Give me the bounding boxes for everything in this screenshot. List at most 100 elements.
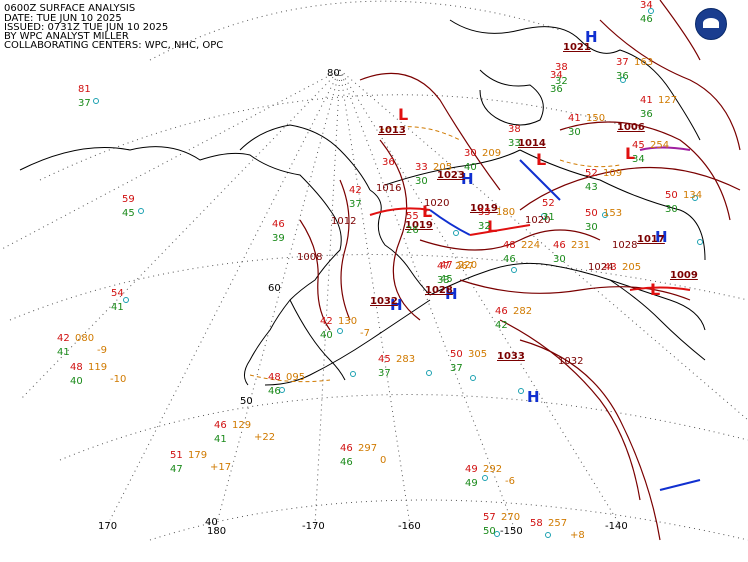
high-center-value: 1032 — [370, 296, 398, 307]
lat-50-circle — [59, 394, 748, 461]
dewpoint-value: 41 — [214, 434, 227, 445]
pressure-tendency: -10 — [110, 374, 127, 385]
dewpoint-value: 45 — [122, 208, 135, 219]
low-center-value: 1006 — [617, 122, 645, 133]
pressure-value: 109 — [603, 168, 623, 179]
lon-170 — [109, 69, 341, 521]
high-center-symbol: H — [461, 170, 474, 188]
station-marker — [692, 195, 698, 201]
temperature-value: 46 — [553, 240, 566, 251]
trough-3 — [249, 374, 331, 383]
dewpoint-value: 32 — [555, 76, 568, 87]
isobar-label: 1020 — [424, 198, 450, 209]
pressure-value: 305 — [468, 349, 488, 360]
dewpoint-value: 39 — [272, 233, 285, 244]
lon-170-label: 170 — [98, 521, 118, 532]
temperature-value: 50 — [450, 349, 463, 360]
dewpoint-value: 46 — [640, 14, 653, 25]
pressure-value: 283 — [396, 354, 416, 365]
station-marker — [511, 267, 517, 273]
pressure-value: 205 — [622, 262, 642, 273]
dewpoint-value: 30 — [553, 254, 566, 265]
pressure-tendency: -9 — [97, 345, 107, 356]
dewpoint-value: 37 — [450, 363, 463, 374]
high-center-symbol: H — [390, 296, 403, 314]
dewpoint-value: 30 — [415, 176, 428, 187]
temperature-value: 45 — [378, 354, 391, 365]
pressure-value: 129 — [232, 420, 252, 431]
temperature-value: 33 — [415, 162, 428, 173]
temperature-value: 46 — [214, 420, 227, 431]
dewpoint-value: 37 — [78, 98, 91, 109]
temperature-value: 59 — [122, 194, 135, 205]
dewpoint-value: 41 — [57, 347, 70, 358]
temperature-value: 46 — [340, 443, 353, 454]
lat-70-circle — [39, 94, 641, 181]
high-center-symbol: H — [445, 285, 458, 303]
dewpoint-value: 46 — [503, 254, 516, 265]
pressure-value: 282 — [513, 306, 533, 317]
pressure-tendency: +17 — [210, 462, 232, 473]
pressure-tendency: +22 — [254, 432, 276, 443]
header-line-3: ISSUED: 0731Z TUE JUN 10 2025 — [4, 22, 169, 33]
pressure-value: 231 — [571, 240, 591, 251]
isobar-arc-3 — [599, 19, 741, 151]
dewpoint-value: 50 — [483, 526, 496, 537]
isobar-label: 1028 — [612, 240, 638, 251]
pressure-tendency: +8 — [570, 530, 585, 541]
fronts — [369, 146, 701, 491]
isobar-1008 — [299, 219, 331, 331]
low-center-value: 1013 — [378, 125, 406, 136]
dewpoint-value: 41 — [111, 302, 124, 313]
dewpoint-value: 36 — [550, 84, 563, 95]
temperature-value: 50 — [585, 208, 598, 219]
pressure-tendency: -6 — [505, 476, 515, 487]
isobar-1012 — [339, 179, 351, 321]
pressure-value: 180 — [496, 207, 516, 218]
isobar-label: 1016 — [376, 183, 402, 194]
temperature-value: 38 — [555, 62, 568, 73]
lat-60-label: 60 — [268, 283, 281, 294]
pressure-value: 270 — [501, 512, 521, 523]
high-center-value: 1021 — [563, 42, 591, 53]
lat-80-circle — [149, 0, 561, 61]
temperature-value: 52 — [585, 168, 598, 179]
lon-m140-label: -140 — [605, 521, 628, 532]
station-markers — [93, 8, 703, 538]
temperature-value: 46 — [495, 306, 508, 317]
high-center-symbol: H — [527, 388, 540, 406]
pressure-value: 267 — [455, 261, 475, 272]
temperature-value: 42 — [349, 185, 362, 196]
trough-2 — [559, 159, 621, 168]
temperature-value: 30 — [464, 148, 477, 159]
high-center-value: 1028 — [425, 285, 453, 296]
pressure-value: 297 — [358, 443, 378, 454]
station-marker — [453, 230, 459, 236]
dewpoint-value: 42 — [495, 320, 508, 331]
temperature-value: 48 — [503, 240, 516, 251]
temperature-value: 48 — [268, 372, 281, 383]
temperature-value: 81 — [78, 84, 91, 95]
lon-180-label: 180 — [207, 526, 227, 537]
low-center-symbol: L — [650, 280, 661, 299]
pressure-value: 209 — [482, 148, 502, 159]
header-line-4: BY WPC ANALYST MILLER — [4, 31, 129, 42]
header-line-2: DATE: TUE JUN 10 2025 — [4, 13, 122, 24]
temperature-value: 47 — [440, 260, 453, 271]
station-marker — [350, 371, 356, 377]
lon-m170-label: -170 — [302, 521, 325, 532]
station-marker — [648, 8, 654, 14]
station-marker — [138, 208, 144, 214]
temperature-value: 42 — [320, 316, 333, 327]
temperature-value: 51 — [170, 450, 183, 461]
pressure-value: 292 — [483, 464, 503, 475]
noaa-bird-icon — [703, 18, 719, 28]
pressure-value: 257 — [548, 518, 568, 529]
isobar-1024 — [459, 279, 691, 301]
dewpoint-value: 30 — [585, 222, 598, 233]
aleutians — [264, 299, 431, 386]
dewpoint-value: 46 — [340, 457, 353, 468]
isobar-label: 1020 — [525, 215, 551, 226]
low-center-symbol: L — [536, 150, 547, 169]
